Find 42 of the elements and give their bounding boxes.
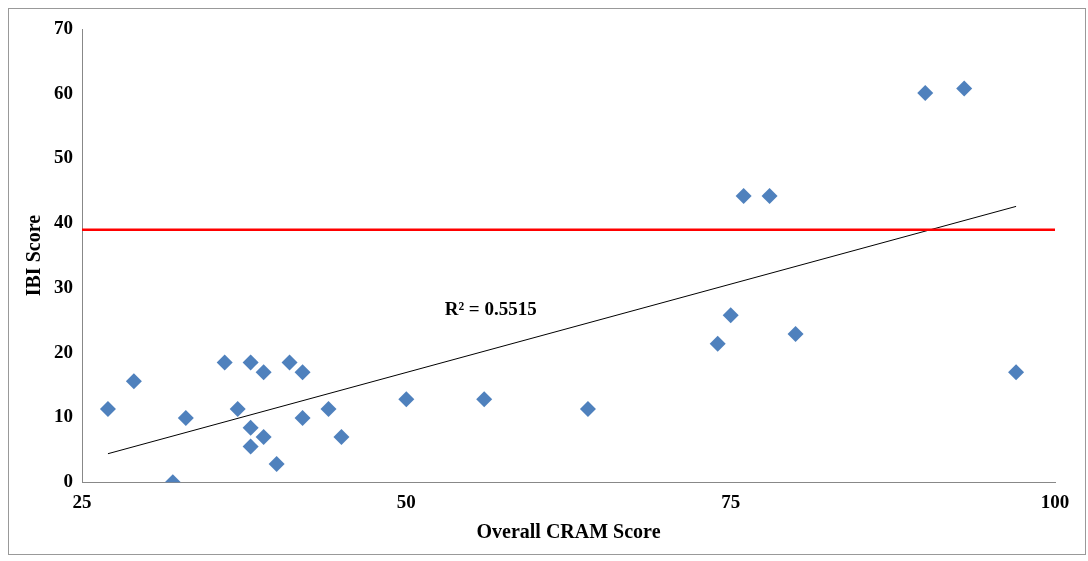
point — [255, 364, 272, 381]
point — [761, 188, 778, 205]
point — [242, 354, 259, 371]
point — [294, 410, 311, 427]
point — [294, 364, 311, 381]
x-tick-label: 100 — [1040, 490, 1070, 512]
x-tick-label: 75 — [721, 490, 741, 512]
annotation: R² = 0.5515 — [444, 297, 537, 319]
y-tick-label: 20 — [54, 340, 73, 362]
y-tick-label: 70 — [54, 16, 73, 38]
point — [787, 325, 804, 342]
point — [229, 401, 246, 418]
point — [242, 438, 259, 455]
y-tick-label: 0 — [63, 470, 73, 492]
point — [476, 391, 493, 408]
point — [99, 401, 116, 418]
point — [125, 373, 142, 390]
point — [281, 354, 298, 371]
point — [333, 428, 350, 445]
point — [177, 410, 194, 427]
point — [722, 307, 739, 324]
y-tick-label: 60 — [54, 81, 73, 103]
y-tick-label: 40 — [54, 211, 73, 233]
x-tick-label: 25 — [72, 490, 92, 512]
point — [956, 80, 973, 97]
y-tick-label: 30 — [54, 275, 73, 297]
point — [917, 85, 934, 102]
point — [320, 401, 337, 418]
y-tick-label: 50 — [54, 146, 73, 168]
x-axis-title: Overall CRAM Score — [476, 520, 661, 543]
point — [709, 335, 726, 352]
point — [268, 456, 285, 473]
point — [255, 428, 272, 445]
y-axis-title: IBI Score — [22, 214, 45, 297]
point — [242, 419, 259, 436]
point — [1008, 364, 1025, 381]
point — [398, 391, 415, 408]
point — [735, 188, 752, 205]
x-tick-label: 50 — [396, 490, 416, 512]
y-tick-label: 10 — [54, 405, 73, 427]
point — [579, 401, 596, 418]
point — [216, 354, 233, 371]
